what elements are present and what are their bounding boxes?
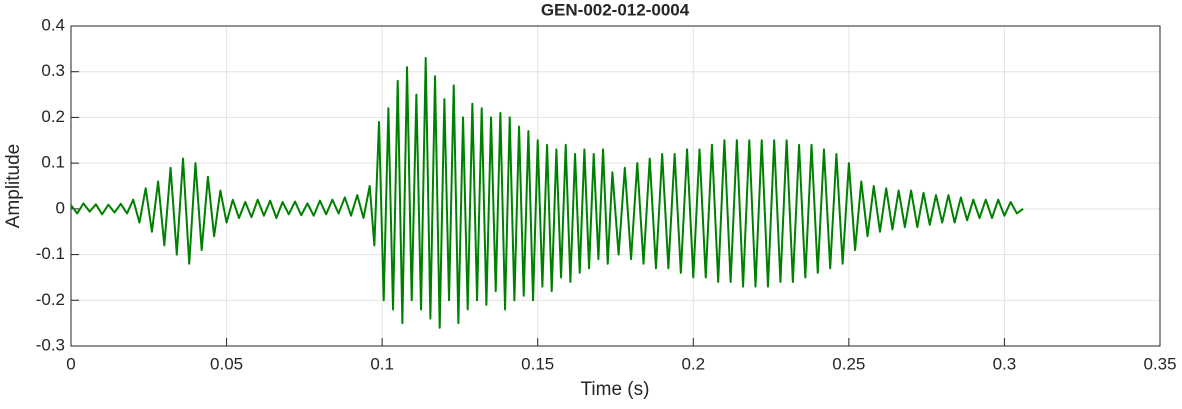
y-tick-label: 0.1	[41, 153, 65, 172]
x-axis-label: Time (s)	[581, 379, 650, 400]
y-tick-label: -0.1	[36, 244, 65, 263]
plot-frame	[70, 25, 1161, 347]
x-tick-label: 0.35	[1143, 354, 1176, 373]
x-tick-label: 0.25	[832, 354, 865, 373]
y-tick-label: 0.2	[41, 107, 65, 126]
y-tick-label: 0.3	[41, 61, 65, 80]
x-tick-label: 0	[66, 354, 75, 373]
x-tick-label: 0.3	[993, 354, 1017, 373]
waveform-line	[70, 57, 1024, 329]
y-tick-label: 0	[56, 198, 65, 217]
y-tick-label: -0.3	[36, 335, 65, 354]
chart-title: GEN-002-012-0004	[541, 0, 690, 19]
x-tick-label: 0.1	[370, 354, 394, 373]
x-tick-label: 0.2	[681, 354, 705, 373]
y-axis-label: Amplitude	[3, 144, 24, 229]
x-tick-label: 0.05	[210, 354, 243, 373]
y-tick-label: -0.2	[36, 290, 65, 309]
y-tick-label: 0.4	[41, 15, 65, 34]
x-tick-label: 0.15	[521, 354, 554, 373]
